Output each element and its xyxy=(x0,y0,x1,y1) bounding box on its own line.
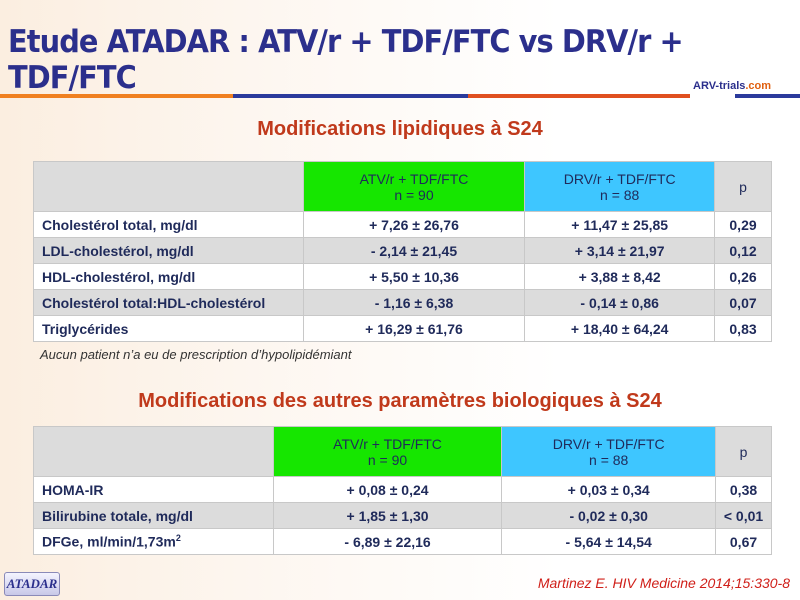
cell-atv: + 7,26 ± 26,76 xyxy=(302,211,526,238)
table-row: LDL-cholestérol, mg/dl - 2,14 ± 21,45 + 3,… xyxy=(33,237,772,264)
footnote: Aucun patient n’a eu de prescription d’h… xyxy=(40,347,352,362)
cell-p: 0,12 xyxy=(714,237,772,264)
cell-drv: + 3,88 ± 8,42 xyxy=(524,263,716,290)
section2-title: Modifications des autres paramètres biol… xyxy=(138,390,662,412)
divider xyxy=(0,94,233,98)
cell-p: 0,26 xyxy=(714,263,772,290)
divider xyxy=(233,94,468,98)
cell-drv: - 5,64 ± 14,54 xyxy=(501,528,717,555)
cell-drv: + 11,47 ± 25,85 xyxy=(524,211,716,238)
row-label: DFGe, ml/min/1,73m2 xyxy=(33,528,274,555)
row-label: Triglycérides xyxy=(33,315,304,342)
cell-drv: - 0,14 ± 0,86 xyxy=(524,289,716,316)
row-label: HDL-cholestérol, mg/dl xyxy=(33,263,304,290)
header-p: p xyxy=(714,161,772,212)
citation: Martinez E. HIV Medicine 2014;15:330-8 xyxy=(537,575,790,591)
row-label: Bilirubine totale, mg/dl xyxy=(33,502,274,529)
cell-atv: - 2,14 ± 21,45 xyxy=(302,237,526,264)
header-atv: ATV/r + TDF/FTC n = 90 xyxy=(302,161,526,212)
header-drv: DRV/r + TDF/FTC n = 88 xyxy=(524,161,716,212)
divider xyxy=(468,94,690,98)
cell-drv: + 3,14 ± 21,97 xyxy=(524,237,716,264)
cell-atv: + 5,50 ± 10,36 xyxy=(302,263,526,290)
cell-p: 0,38 xyxy=(715,476,772,503)
bio-table: ATV/r + TDF/FTC n = 90 DRV/r + TDF/FTC n =… xyxy=(33,426,772,555)
table-row: Bilirubine totale, mg/dl + 1,85 ± 1,30- 0… xyxy=(33,502,772,529)
table-row: HOMA-IR + 0,08 ± 0,24 + 0,03 ± 0,34 0,38 xyxy=(33,476,772,503)
table-row: HDL-cholestérol, mg/dl + 5,50 ± 10,36 + 3,… xyxy=(33,263,772,290)
cell-drv: - 0,02 ± 0,30 xyxy=(501,502,717,529)
page-title: Etude ATADAR : ATV/r + TDF/FTC vs DRV/r … xyxy=(8,24,684,96)
row-label: Cholestérol total, mg/dl xyxy=(33,211,304,238)
cell-p: 0,83 xyxy=(714,315,772,342)
cell-p: 0,07 xyxy=(714,289,772,316)
table-row: DFGe, ml/min/1,73m2- 6,89 ± 22,16- 5,64 … xyxy=(33,528,772,555)
table-row: Cholestérol total, mg/dl + 7,26 ± 26,76 + … xyxy=(33,211,772,238)
cell-atv: + 0,08 ± 0,24 xyxy=(272,476,503,503)
header-drv: DRV/r + TDF/FTC n = 88 xyxy=(501,426,717,477)
lipid-table: ATV/r + TDF/FTC n = 90 DRV/r + TDF/FTC n =… xyxy=(33,161,772,342)
header-atv: ATV/r + TDF/FTC n = 90 xyxy=(272,426,503,477)
cell-p: < 0,01 xyxy=(715,502,772,529)
table-row: Cholestérol total:HDL-cholestérol - 1,16 … xyxy=(33,289,772,316)
cell-atv: + 1,85 ± 1,30 xyxy=(272,502,503,529)
cell-drv: + 18,40 ± 64,24 xyxy=(524,315,716,342)
row-label: LDL-cholestérol, mg/dl xyxy=(33,237,304,264)
row-label: HOMA-IR xyxy=(33,476,274,503)
table-header: ATV/r + TDF/FTC n = 90 DRV/r + TDF/FTC n =… xyxy=(33,161,772,212)
cell-atv: - 6,89 ± 22,16 xyxy=(272,528,503,555)
header-p: p xyxy=(715,426,772,477)
cell-p: 0,29 xyxy=(714,211,772,238)
cell-atv: + 16,29 ± 61,76 xyxy=(302,315,526,342)
table-row: Triglycérides + 16,29 ± 61,76 + 18,40 ± 64… xyxy=(33,315,772,342)
cell-drv: + 0,03 ± 0,34 xyxy=(501,476,717,503)
row-label: Cholestérol total:HDL-cholestérol xyxy=(33,289,304,316)
cell-atv: - 1,16 ± 6,38 xyxy=(302,289,526,316)
arv-trials-logo: ARV-trials.com xyxy=(693,80,772,92)
section1-title: Modifications lipidiques à S24 xyxy=(257,118,543,140)
cell-p: 0,67 xyxy=(715,528,772,555)
table-header: ATV/r + TDF/FTC n = 90 DRV/r + TDF/FTC n =… xyxy=(33,426,772,477)
atadar-button[interactable]: ATADAR xyxy=(4,572,60,596)
divider xyxy=(735,94,800,98)
